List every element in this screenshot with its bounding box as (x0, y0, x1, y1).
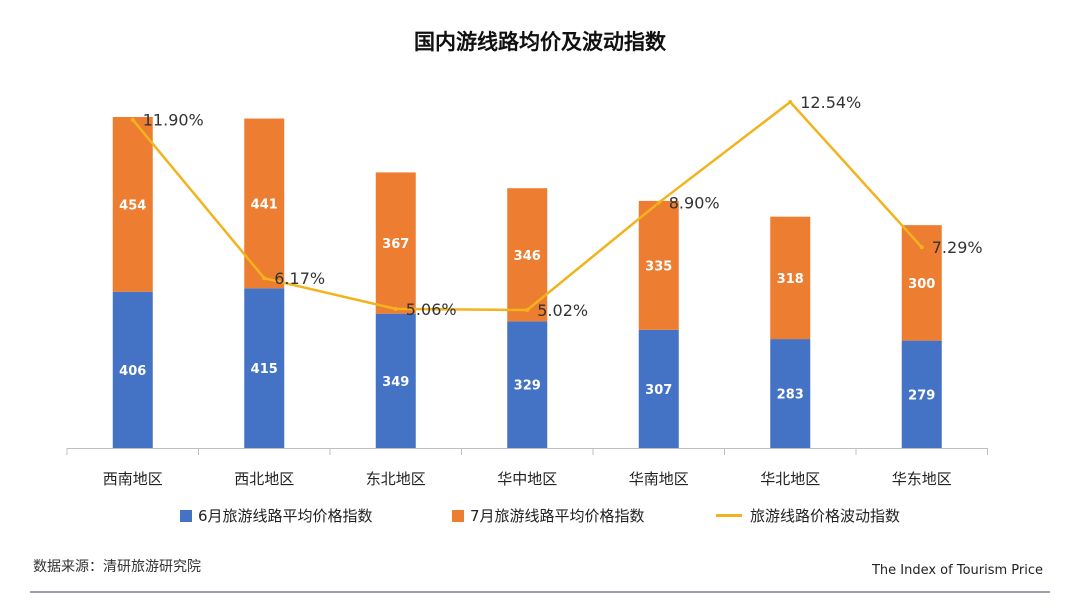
legend-label-june: 6月旅游线路平均价格指数 (198, 507, 373, 525)
bar-june (770, 339, 811, 448)
x-tick-label: 华南地区 (629, 470, 689, 488)
bar-label-june: 307 (645, 383, 672, 398)
x-tick-label: 西北地区 (234, 470, 294, 488)
bar-june (901, 340, 942, 448)
volatility-point (262, 276, 267, 281)
bar-label-july: 335 (645, 259, 672, 274)
legend: 6月旅游线路平均价格指数 7月旅游线路平均价格指数 旅游线路价格波动指数 (0, 505, 1080, 531)
bar-label-june: 406 (119, 364, 146, 379)
bar-label-july: 441 (251, 197, 278, 212)
legend-label-july: 7月旅游线路平均价格指数 (470, 507, 645, 525)
legend-item-june: 6月旅游线路平均价格指数 (180, 505, 373, 526)
bar-label-july: 318 (777, 272, 804, 287)
bar-june (244, 288, 285, 448)
bar-june (112, 291, 153, 448)
volatility-label: 7.29% (932, 238, 983, 257)
bar-label-june: 283 (777, 388, 804, 403)
line-layer: 11.90% 6.17% 5.06% 5.02% 8.90% 12.54% 7.29% (130, 93, 983, 320)
bar-june (375, 313, 416, 448)
legend-item-july: 7月旅游线路平均价格指数 (452, 505, 645, 526)
bar-july (244, 118, 285, 289)
legend-swatch-july (452, 509, 464, 522)
bar-july (901, 225, 942, 341)
axis-layer: 西南地区 西北地区 东北地区 华中地区 华南地区 华北地区 华东地区 (66, 448, 988, 488)
x-tick-label: 东北地区 (366, 470, 426, 488)
volatility-point (919, 245, 924, 250)
english-tag: The Index of Tourism Price (871, 563, 1043, 578)
chart-title: 国内游线路均价及波动指数 (414, 30, 666, 54)
volatility-point (525, 308, 530, 312)
bar-july (638, 200, 679, 330)
chart-plot: 406 454 415 441 349 367 329 346 307 335 283 318 279 3… (66, 93, 988, 488)
legend-label-volatility: 旅游线路价格波动指数 (750, 507, 901, 525)
volatility-label: 5.02% (537, 301, 588, 320)
bar-label-june: 279 (908, 388, 935, 403)
volatility-label: 8.90% (669, 194, 720, 213)
bar-june (507, 321, 548, 448)
bar-label-july: 367 (382, 237, 409, 252)
bar-label-june: 349 (382, 375, 409, 390)
volatility-point (130, 117, 135, 122)
legend-item-volatility: 旅游线路价格波动指数 (716, 505, 900, 526)
bar-july (770, 216, 811, 340)
x-tick-label: 华中地区 (497, 470, 557, 488)
bar-label-july: 346 (514, 249, 541, 264)
bar-label-july: 454 (119, 198, 146, 213)
legend-swatch-june (180, 509, 192, 522)
x-tick-label: 华东地区 (892, 470, 952, 488)
bar-label-june: 415 (251, 362, 278, 377)
source-note: 数据来源：清研旅游研究院 (33, 559, 201, 575)
volatility-label: 11.90% (143, 111, 204, 130)
volatility-point (656, 200, 661, 205)
bars-layer: 406 454 415 441 349 367 329 346 307 335 283 318 279 3… (112, 117, 942, 448)
volatility-label: 5.06% (406, 300, 457, 319)
x-tick-label: 华北地区 (760, 470, 820, 488)
bar-june (638, 329, 679, 448)
volatility-label: 12.54% (800, 93, 861, 112)
bar-label-july: 300 (908, 277, 935, 292)
volatility-point (393, 306, 398, 311)
volatility-point (788, 100, 793, 104)
volatility-label: 6.17% (274, 269, 325, 288)
bar-july (375, 172, 416, 314)
legend-line-volatility (716, 514, 742, 517)
x-tick-label: 西南地区 (103, 470, 163, 488)
bar-july (112, 117, 153, 292)
bar-label-june: 329 (514, 379, 541, 394)
bottom-rule (30, 591, 1050, 593)
